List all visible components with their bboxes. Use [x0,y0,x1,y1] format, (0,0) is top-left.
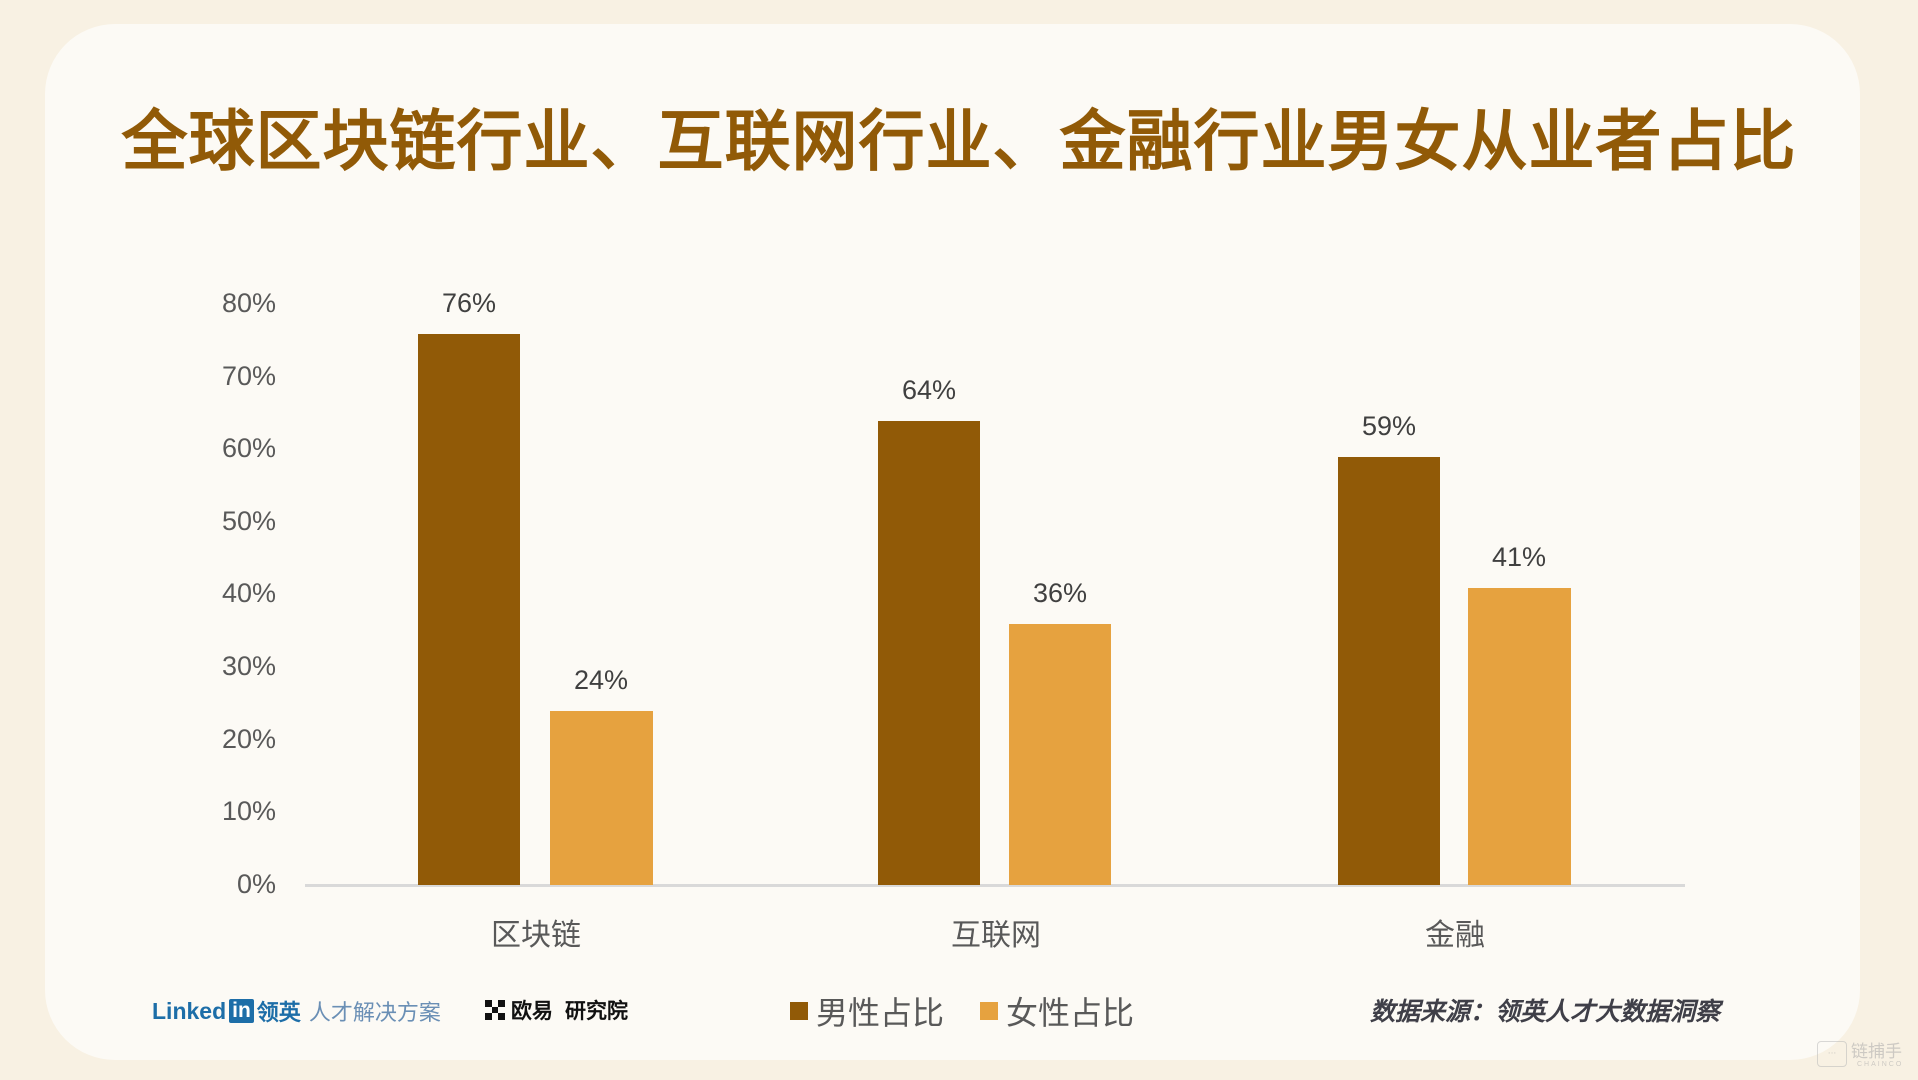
legend-label-female: 女性占比 [1006,994,1135,1032]
bar-male-blockchain [418,334,520,885]
okx-grid-icon [485,1000,505,1020]
y-tick: 10% [221,796,276,826]
data-label: 41% [1491,541,1547,572]
data-label: 24% [573,665,629,695]
linkedin-subtitle: 人才解决方案 [308,1001,441,1026]
watermark-text: 链捕手 [1851,1042,1902,1062]
x-category-label: 互联网 [951,918,1041,953]
bar-female-internet [1009,624,1111,885]
linkedin-in-icon: in [229,999,254,1023]
bar-female-blockchain [550,711,653,885]
y-tick: 0% [236,869,276,899]
okx-name: 欧易 [511,999,553,1023]
legend-label-male: 男性占比 [816,994,945,1032]
legend-item-male: 男性占比 [790,988,944,1034]
chart-legend: 男性占比 女性占比 [790,988,1170,1034]
chat-bubble-icon: ··· [1817,1041,1847,1067]
linkedin-wordmark: Linked [152,997,227,1024]
y-tick: 20% [221,724,276,754]
y-tick: 30% [221,651,276,681]
legend-swatch-female [980,1002,999,1020]
x-category-label: 金融 [1425,918,1485,953]
bar-male-internet [878,421,980,885]
data-label: 64% [901,375,957,405]
y-tick: 80% [221,288,276,318]
x-category-label: 区块链 [491,918,581,953]
y-tick: 70% [221,361,276,391]
linkedin-logo: Linked in 领英 人才解决方案 [152,995,441,1027]
watermark: ··· 链捕手 CHAINCO [1817,1035,1907,1075]
x-axis-line [305,884,1685,887]
okx-logo: 欧易 研究院 [485,995,628,1025]
legend-item-female: 女性占比 [980,988,1134,1034]
y-tick: 50% [221,506,276,536]
data-source-note: 数据来源：领英人才大数据洞察 [1370,997,1721,1026]
okx-subtitle: 研究院 [565,999,628,1023]
bar-male-finance [1338,457,1440,885]
y-tick: 40% [221,578,276,608]
data-label: 36% [1032,578,1088,608]
data-label: 59% [1361,411,1417,442]
y-tick: 60% [221,433,276,463]
legend-swatch-male [790,1002,808,1020]
linkedin-cn-name: 领英 [256,1001,301,1026]
bar-female-finance [1468,587,1571,885]
watermark-subtext: CHAINCO [1857,1061,1904,1068]
chart-title: 全球区块链行业、互联网行业、金融行业男女从业者占比 [121,103,1797,180]
data-label: 76% [441,288,497,318]
